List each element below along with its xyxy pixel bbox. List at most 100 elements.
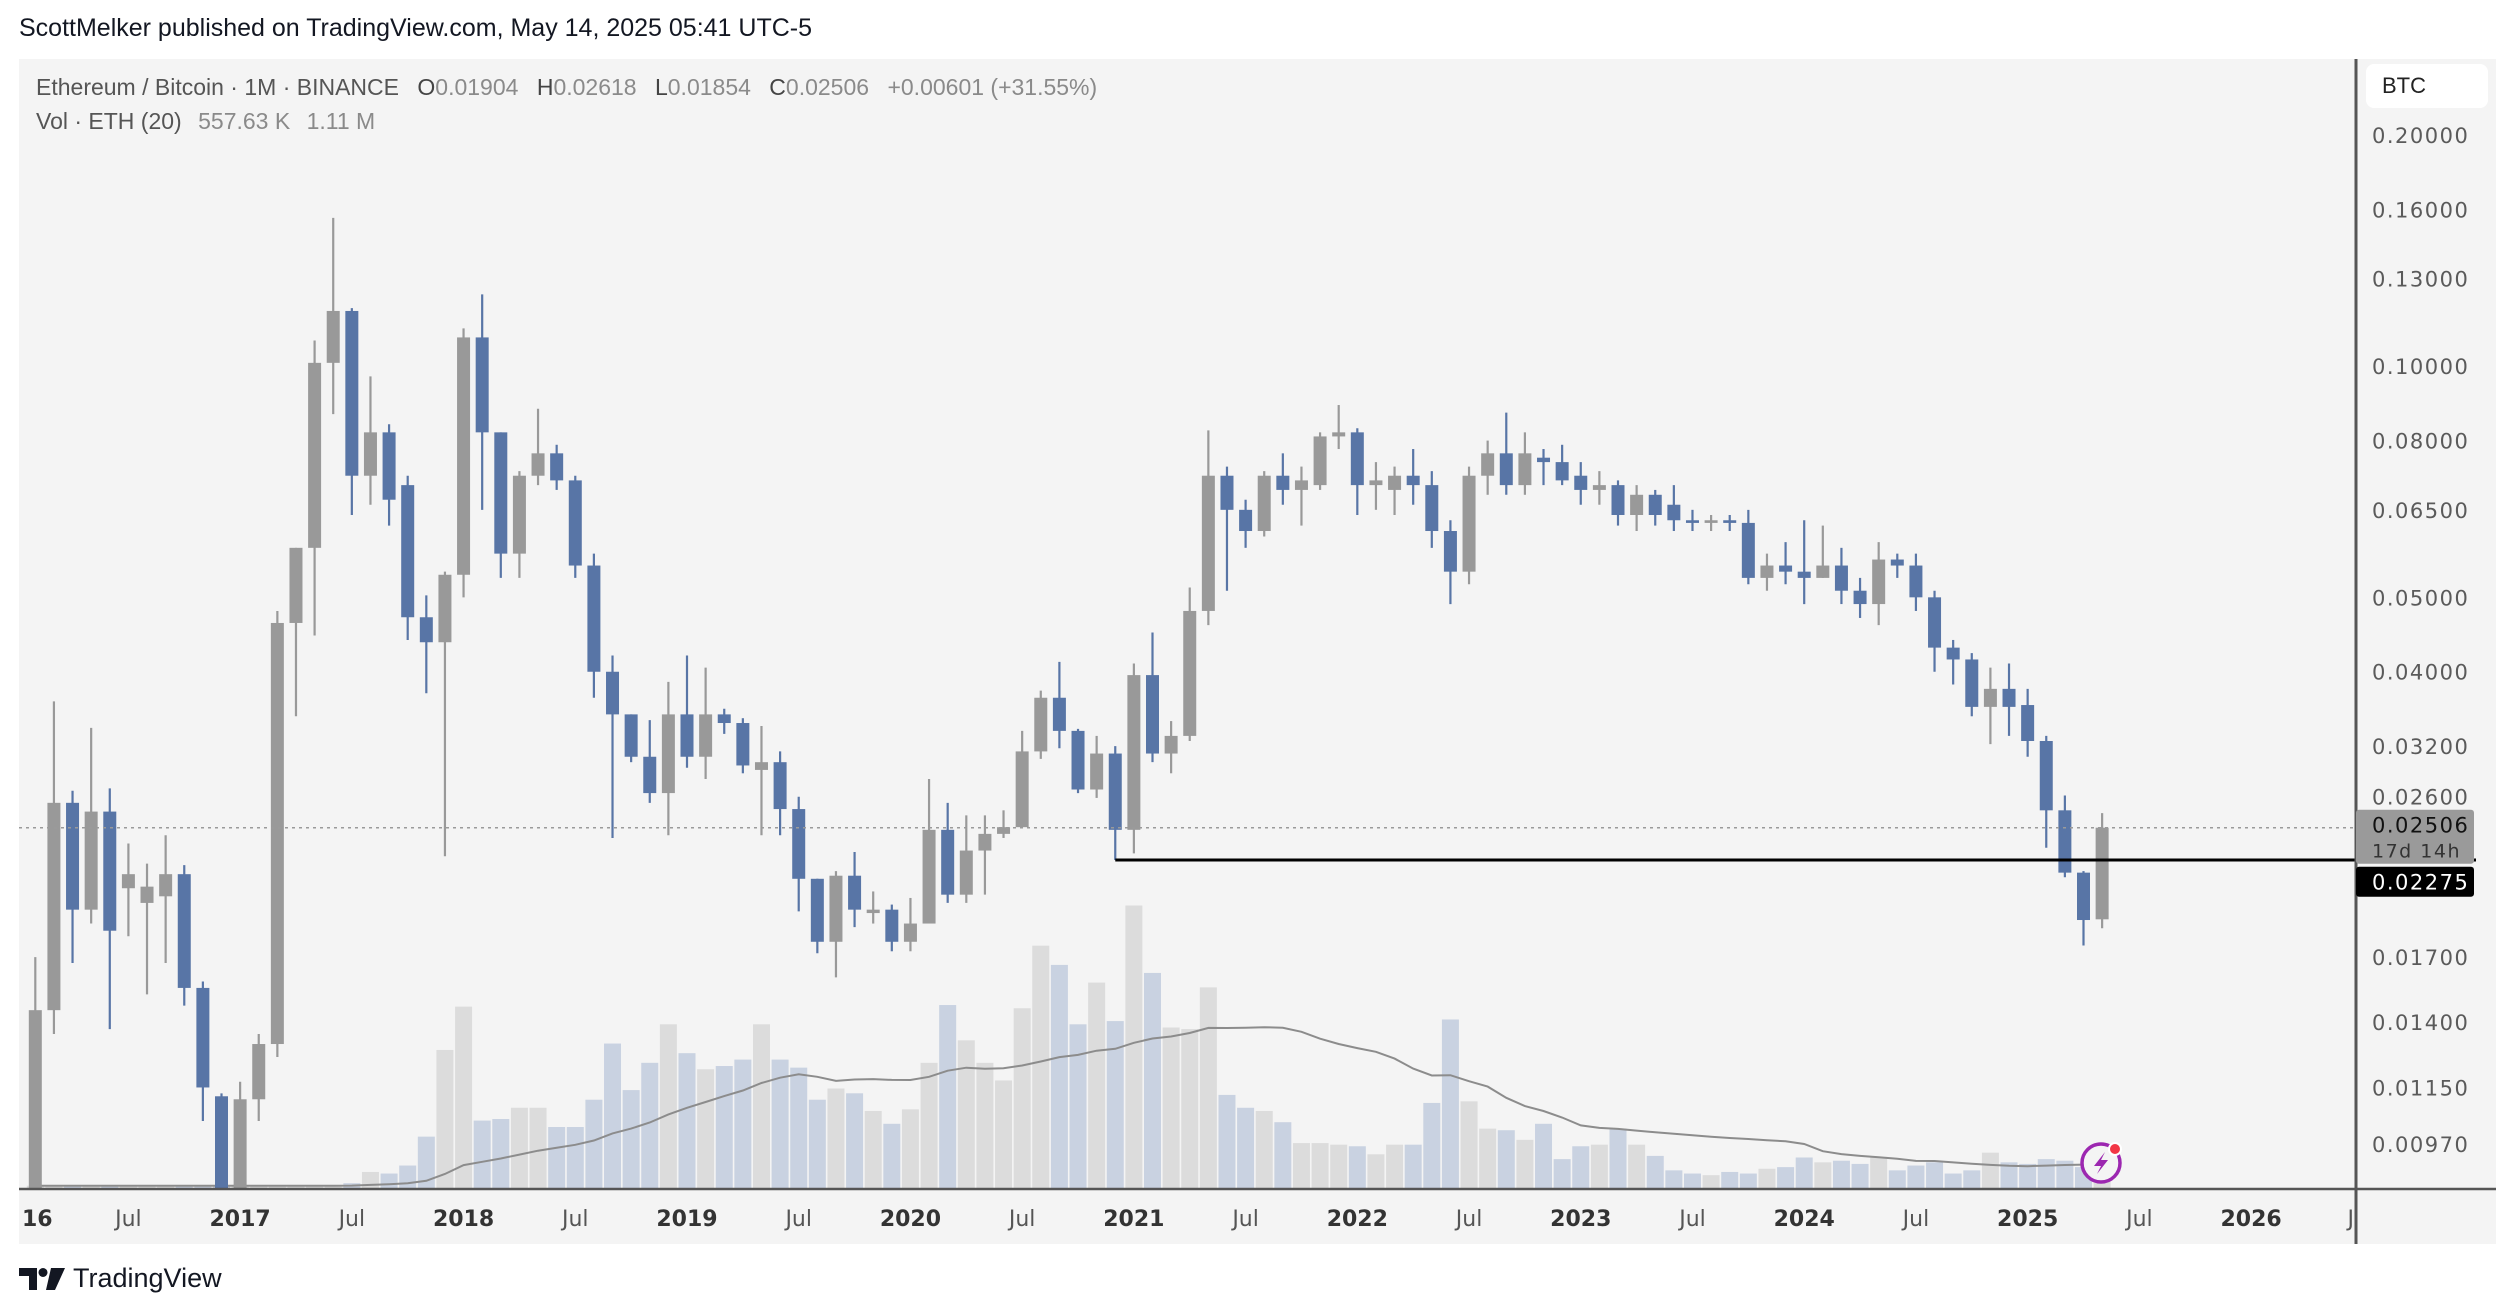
candle <box>997 810 1011 838</box>
current-price-label: 0.02506 <box>2372 814 2469 838</box>
support-price-badge-bg <box>2356 866 2474 897</box>
candle <box>661 681 675 836</box>
volume-bar <box>287 1185 305 1188</box>
change-value: +0.00601 (+31.55%) <box>887 74 1098 100</box>
close-value: 0.02506 <box>785 74 870 100</box>
candle <box>1797 520 1811 605</box>
candle <box>1667 485 1681 532</box>
candle <box>1890 553 1904 578</box>
volume-bar <box>1441 1019 1459 1188</box>
volume-bar <box>976 1062 994 1188</box>
volume-bar <box>175 1185 193 1188</box>
candle-body <box>773 762 787 810</box>
candle-body <box>1555 462 1569 481</box>
volume-bar <box>1535 1123 1553 1188</box>
candle-body <box>550 453 564 481</box>
candle <box>606 655 620 838</box>
candle-body <box>1406 475 1420 486</box>
chart-pane[interactable] <box>19 59 2496 1244</box>
candle <box>1350 428 1364 516</box>
volume-label[interactable]: Vol · ETH (20) <box>36 108 182 134</box>
candle-body <box>568 480 582 566</box>
price-tick-label: 0.08000 <box>2372 430 2469 454</box>
candle <box>829 871 843 978</box>
candle <box>885 904 899 952</box>
volume-bar <box>1721 1171 1739 1188</box>
candle <box>1518 432 1532 495</box>
alert-lightning-icon[interactable] <box>2080 1142 2122 1184</box>
candle <box>736 718 750 774</box>
volume-bar <box>1907 1165 1925 1188</box>
candle-layer <box>28 217 2109 1188</box>
price-tick-label: 0.01700 <box>2372 946 2469 970</box>
candle <box>1425 471 1439 548</box>
support-price-label: 0.02275 <box>2372 871 2469 895</box>
candle-body <box>308 362 322 548</box>
volume-bar <box>1795 1157 1813 1188</box>
candle <box>1648 489 1662 526</box>
time-tick-label: 16 <box>22 1207 53 1232</box>
candle-body <box>1369 480 1383 486</box>
candle-body <box>2058 810 2072 873</box>
price-tick-label: 0.10000 <box>2372 355 2469 379</box>
low-label: L <box>654 74 668 100</box>
volume-bar <box>1404 1144 1422 1188</box>
symbol-title[interactable]: Ethereum / Bitcoin · 1M · BINANCE <box>36 74 399 100</box>
candle-body <box>1779 565 1793 572</box>
candle-body <box>1462 475 1476 572</box>
candle-body <box>1090 753 1104 790</box>
candle-body <box>754 762 768 770</box>
volume-bar <box>1926 1162 1944 1188</box>
candle <box>2002 663 2016 736</box>
volume-bar <box>734 1059 752 1188</box>
price-tick-label: 0.16000 <box>2372 198 2469 222</box>
candle-body <box>531 453 545 476</box>
volume-bar <box>529 1107 547 1188</box>
candle-body <box>1015 751 1029 828</box>
candle <box>1146 632 1159 763</box>
candle <box>494 432 508 578</box>
time-tick-label: 2018 <box>433 1207 494 1232</box>
candle-body <box>28 1010 42 1188</box>
volume-bar <box>939 1005 957 1188</box>
volume-bar <box>1590 1144 1608 1188</box>
candle <box>1127 663 1141 854</box>
currency-button[interactable]: BTC <box>2366 64 2488 108</box>
candle-body <box>1890 559 1904 566</box>
candle <box>848 851 862 928</box>
candle <box>419 595 433 694</box>
candle-body <box>959 850 973 895</box>
tradingview-logo[interactable]: TradingView <box>19 1263 222 1294</box>
candle <box>699 667 713 779</box>
time-tick-label: Jul <box>1901 1207 1930 1232</box>
candle-body <box>1834 565 1848 591</box>
candle <box>1723 515 1737 532</box>
volume-bar <box>957 1040 975 1188</box>
volume-bar <box>1106 1021 1124 1188</box>
candle-body <box>1741 522 1755 578</box>
price-tick-label: 0.20000 <box>2372 124 2469 148</box>
volume-bar <box>566 1127 584 1188</box>
candle-body <box>475 337 489 433</box>
volume-bar <box>1944 1173 1962 1188</box>
chart-legend: Ethereum / Bitcoin · 1M · BINANCE O0.019… <box>36 70 1097 138</box>
volume-bar <box>101 1185 119 1188</box>
volume-bar <box>64 1185 82 1188</box>
candle-body <box>1127 675 1141 830</box>
candle <box>866 891 880 924</box>
volume-bar <box>771 1059 789 1188</box>
volume-bar <box>1013 1008 1031 1188</box>
candle-body <box>941 829 955 895</box>
candle-body <box>438 574 452 643</box>
time-tick-label: Jul <box>337 1207 366 1232</box>
volume-bar <box>1702 1175 1720 1188</box>
candle-body <box>848 875 862 910</box>
volume-bar <box>1814 1162 1832 1188</box>
volume-bar <box>194 1185 212 1188</box>
candle-body <box>1201 475 1215 611</box>
candle-body <box>419 617 433 643</box>
volume-layer <box>26 905 2111 1188</box>
candle <box>587 553 601 698</box>
price-tick-label: 0.01400 <box>2372 1011 2469 1035</box>
